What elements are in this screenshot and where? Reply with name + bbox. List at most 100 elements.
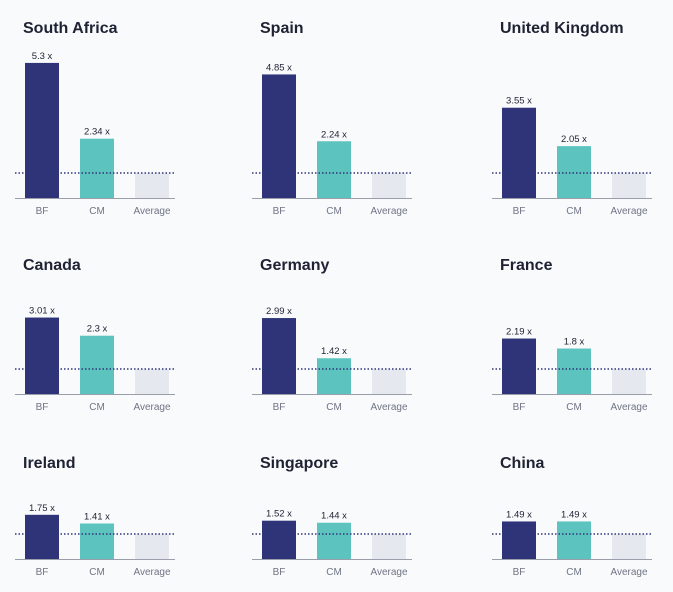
category-label-bf: BF — [36, 567, 49, 578]
category-label-bf: BF — [513, 567, 526, 578]
category-label-cm: CM — [566, 402, 582, 413]
category-label-bf: BF — [273, 402, 286, 413]
category-label-cm: CM — [326, 567, 342, 578]
category-label-bf: BF — [273, 206, 286, 217]
chart-title: Germany — [260, 257, 330, 274]
bar-average — [135, 173, 169, 198]
bar-cm — [557, 146, 591, 198]
value-label-bf: 2.99 x — [266, 306, 292, 317]
bar-chart: 3.01 x BF 2.3 x CM Average — [15, 306, 175, 413]
chart-title: Canada — [23, 257, 81, 274]
chart-title: France — [500, 257, 553, 274]
bar-bf — [502, 107, 536, 198]
bar-chart: 1.75 x BF 1.41 x CM Average — [15, 503, 175, 578]
value-label-bf: 2.19 x — [506, 327, 532, 338]
bar-chart: 5.3 x BF 2.34 x CM Average — [15, 51, 175, 217]
chart-panel-france: France 2.19 x BF 1.8 x CM Average — [492, 257, 657, 418]
category-label-cm: CM — [566, 567, 582, 578]
bar-cm — [80, 523, 114, 559]
category-label-average: Average — [370, 567, 408, 578]
value-label-cm: 1.49 x — [561, 509, 587, 520]
bar-bf — [25, 62, 59, 198]
category-label-bf: BF — [36, 402, 49, 413]
value-label-bf: 1.49 x — [506, 509, 532, 520]
chart-title: South Africa — [23, 20, 118, 37]
value-label-bf: 1.52 x — [266, 509, 292, 520]
chart-panel-china: China 1.49 x BF 1.49 x CM Average — [492, 455, 657, 583]
bar-chart: 4.85 x BF 2.24 x CM Average — [252, 62, 412, 217]
bar-cm — [317, 522, 351, 559]
category-label-cm: CM — [89, 567, 105, 578]
value-label-cm: 2.24 x — [321, 129, 347, 140]
bar-bf — [502, 521, 536, 559]
category-label-cm: CM — [566, 206, 582, 217]
value-label-cm: 1.8 x — [564, 337, 585, 348]
value-label-cm: 2.34 x — [84, 127, 110, 138]
bar-average — [612, 369, 646, 394]
chart-title: China — [500, 455, 545, 472]
category-label-cm: CM — [326, 206, 342, 217]
value-label-bf: 4.85 x — [266, 62, 292, 73]
chart-panel-spain: Spain 4.85 x BF 2.24 x CM Average — [252, 20, 417, 222]
category-label-average: Average — [610, 567, 648, 578]
bar-bf — [262, 318, 296, 394]
category-label-average: Average — [133, 402, 171, 413]
category-label-bf: BF — [513, 402, 526, 413]
bar-average — [612, 173, 646, 198]
bar-average — [612, 534, 646, 559]
bar-chart: 1.52 x BF 1.44 x CM Average — [252, 509, 412, 578]
chart-panel-germany: Germany 2.99 x BF 1.42 x CM Average — [252, 257, 417, 418]
category-label-average: Average — [133, 567, 171, 578]
value-label-bf: 5.3 x — [32, 51, 53, 62]
bar-chart: 2.99 x BF 1.42 x CM Average — [252, 306, 412, 413]
chart-panel-ireland: Ireland 1.75 x BF 1.41 x CM Average — [15, 455, 180, 583]
bar-average — [372, 173, 406, 198]
bar-cm — [317, 358, 351, 394]
chart-panel-singapore: Singapore 1.52 x BF 1.44 x CM Average — [252, 455, 417, 583]
bar-cm — [557, 348, 591, 394]
value-label-cm: 2.3 x — [87, 324, 108, 335]
bar-chart: 3.55 x BF 2.05 x CM Average — [492, 96, 652, 217]
category-label-bf: BF — [273, 567, 286, 578]
value-label-bf: 3.55 x — [506, 96, 532, 107]
chart-title: Ireland — [23, 455, 76, 472]
value-label-cm: 2.05 x — [561, 134, 587, 145]
chart-title: Singapore — [260, 455, 339, 472]
bar-cm — [557, 521, 591, 559]
bar-bf — [25, 514, 59, 559]
bar-bf — [25, 317, 59, 394]
bar-cm — [317, 141, 351, 198]
category-label-average: Average — [610, 206, 648, 217]
category-label-cm: CM — [89, 402, 105, 413]
value-label-cm: 1.41 x — [84, 512, 110, 523]
chart-title: United Kingdom — [500, 20, 624, 37]
category-label-cm: CM — [326, 402, 342, 413]
bar-chart: 2.19 x BF 1.8 x CM Average — [492, 327, 652, 413]
value-label-bf: 1.75 x — [29, 503, 55, 514]
bar-average — [372, 369, 406, 394]
bar-cm — [80, 138, 114, 198]
chart-title: Spain — [260, 20, 304, 37]
category-label-average: Average — [370, 206, 408, 217]
bar-cm — [80, 335, 114, 394]
category-label-average: Average — [133, 206, 171, 217]
value-label-cm: 1.44 x — [321, 511, 347, 522]
bar-average — [372, 534, 406, 559]
category-label-average: Average — [370, 402, 408, 413]
value-label-bf: 3.01 x — [29, 306, 55, 317]
category-label-bf: BF — [36, 206, 49, 217]
bar-bf — [502, 338, 536, 394]
bar-bf — [262, 520, 296, 559]
category-label-average: Average — [610, 402, 648, 413]
category-label-cm: CM — [89, 206, 105, 217]
chart-panel-canada: Canada 3.01 x BF 2.3 x CM Average — [15, 257, 180, 418]
bar-average — [135, 534, 169, 559]
chart-panel-united-kingdom: United Kingdom 3.55 x BF 2.05 x CM Average — [492, 20, 657, 222]
chart-panel-south-africa: South Africa 5.3 x BF 2.34 x CM Average — [15, 20, 180, 222]
bar-average — [135, 369, 169, 394]
value-label-cm: 1.42 x — [321, 346, 347, 357]
bar-chart: 1.49 x BF 1.49 x CM Average — [492, 509, 652, 578]
category-label-bf: BF — [513, 206, 526, 217]
bar-bf — [262, 74, 296, 198]
